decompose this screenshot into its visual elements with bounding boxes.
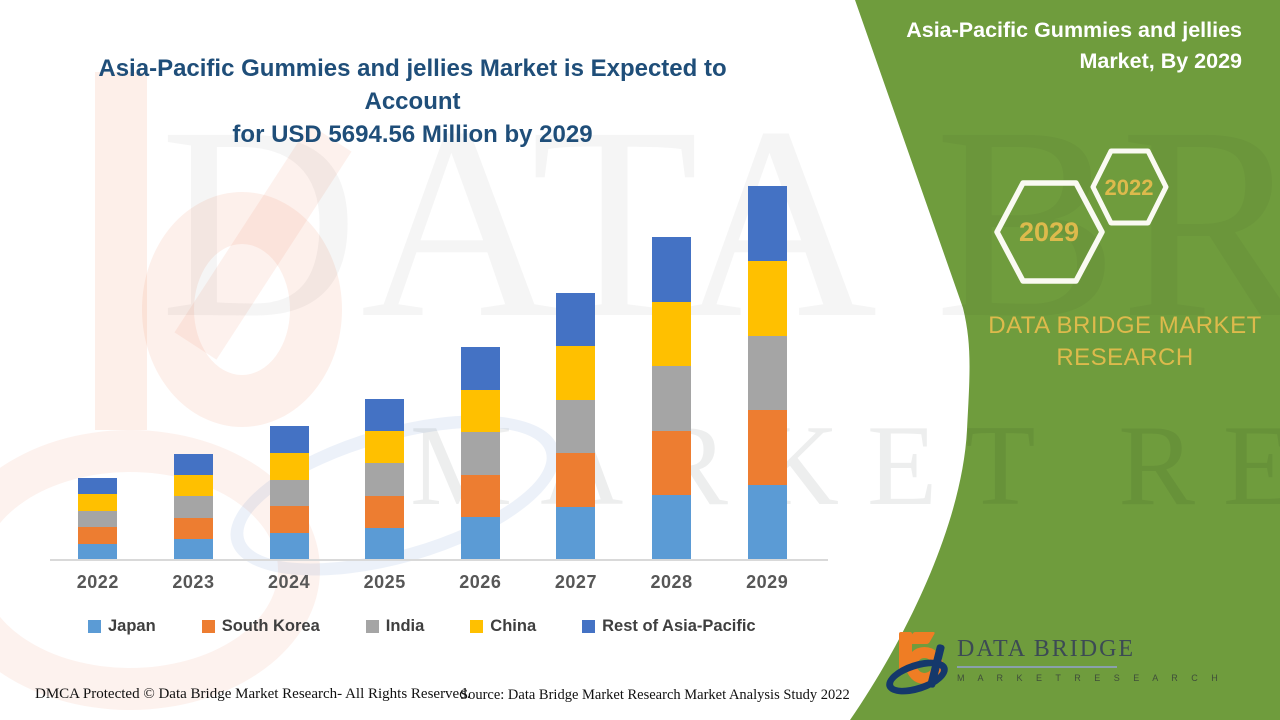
logo-text: DATA BRIDGE M A R K E T R E S E A R C H bbox=[957, 636, 1223, 683]
legend-swatch bbox=[201, 620, 215, 633]
x-axis-label-2028: 2028 bbox=[650, 572, 693, 592]
chart-legend: Japan South Korea India China Rest of Asia-P… bbox=[88, 617, 756, 636]
hexagon-2029-label: 2029 bbox=[1019, 217, 1079, 247]
logo-name: DATA BRIDGE bbox=[957, 636, 1136, 662]
bar-segment-china bbox=[652, 301, 692, 367]
bar-segment-japan bbox=[460, 517, 500, 560]
stacked-bar-chart bbox=[50, 180, 815, 560]
side-panel-title: Asia-Pacific Gummies and jellies Market,… bbox=[860, 15, 1242, 77]
x-axis-labels: 2022 2023 2024 2025 2026 2027 2028 2029 bbox=[50, 572, 815, 593]
x-axis-label-2024: 2024 bbox=[268, 572, 311, 592]
hexagon-2029 bbox=[994, 180, 1105, 284]
legend-label: China bbox=[490, 617, 537, 635]
bar-segment-south-korea bbox=[747, 410, 787, 486]
hexagon-2022 bbox=[1090, 148, 1169, 226]
bar-segment-rest-of-asia-pacific bbox=[78, 478, 118, 495]
x-axis-label-2029: 2029 bbox=[746, 572, 789, 592]
bar-segment-rest-of-asia-pacific bbox=[556, 293, 596, 347]
bar-segment-japan bbox=[173, 538, 213, 560]
source-note: Source: Data Bridge Market Research Mark… bbox=[460, 687, 850, 703]
bar-segment-china bbox=[365, 431, 405, 464]
bar-segment-india bbox=[365, 463, 405, 496]
bar-segment-south-korea bbox=[460, 474, 500, 518]
hexagon-badges: 2029 2022 bbox=[994, 148, 1169, 284]
side-panel-title-line2: Market, By 2029 bbox=[1079, 49, 1242, 73]
x-axis-label-2025: 2025 bbox=[363, 572, 406, 592]
bar-segment-china bbox=[173, 475, 213, 497]
legend-swatch bbox=[88, 620, 101, 633]
x-axis-label-2027: 2027 bbox=[554, 572, 597, 592]
bar-segment-china bbox=[78, 494, 118, 511]
bar-2022 bbox=[50, 478, 146, 560]
brand-line2: RESEARCH bbox=[1056, 344, 1194, 371]
bar-segment-rest-of-asia-pacific bbox=[460, 347, 500, 390]
legend-swatch bbox=[365, 620, 379, 633]
x-axis-label-2026: 2026 bbox=[459, 572, 502, 592]
side-panel-title-line1: Asia-Pacific Gummies and jellies bbox=[906, 18, 1242, 42]
bar-segment-rest-of-asia-pacific bbox=[173, 454, 213, 476]
x-axis-label-2022: 2022 bbox=[76, 572, 119, 592]
bar-segment-south-korea bbox=[652, 430, 692, 496]
bar-segment-china bbox=[747, 260, 787, 336]
bar-2028 bbox=[624, 237, 720, 560]
x-axis-label-2023: 2023 bbox=[172, 572, 215, 592]
bar-segment-japan bbox=[365, 527, 405, 560]
logo-subtitle: M A R K E T R E S E A R C H bbox=[957, 673, 1224, 683]
bar-segment-india bbox=[460, 432, 500, 475]
x-axis-line bbox=[50, 559, 828, 561]
brand-wordmark: DATA BRIDGE MARKET RESEARCH bbox=[960, 310, 1280, 374]
bar-segment-japan bbox=[652, 495, 692, 560]
bar-segment-rest-of-asia-pacific bbox=[365, 399, 405, 432]
legend-item-china: China bbox=[470, 617, 536, 636]
legend-item-japan: Japan bbox=[88, 617, 156, 636]
bar-segment-south-korea bbox=[269, 506, 309, 534]
dmca-notice: DMCA Protected © Data Bridge Market Rese… bbox=[35, 686, 471, 702]
legend-swatch bbox=[582, 620, 596, 633]
bar-2029 bbox=[719, 186, 815, 560]
legend-label: Rest of Asia-Pacific bbox=[602, 617, 756, 635]
bar-2024 bbox=[241, 426, 337, 560]
legend-label: South Korea bbox=[221, 617, 320, 635]
bar-segment-japan bbox=[78, 543, 118, 560]
bar-segment-india bbox=[78, 510, 118, 528]
bar-segment-rest-of-asia-pacific bbox=[747, 186, 787, 261]
bar-segment-rest-of-asia-pacific bbox=[652, 237, 692, 302]
bar-segment-india bbox=[173, 496, 213, 518]
data-bridge-logo: DATA BRIDGE M A R K E T R E S E A R C H bbox=[881, 626, 1218, 706]
bar-segment-japan bbox=[556, 506, 596, 560]
chart-title-line1: Asia-Pacific Gummies and jellies Market … bbox=[98, 55, 727, 115]
bar-2025 bbox=[337, 399, 433, 560]
bar-segment-rest-of-asia-pacific bbox=[269, 426, 309, 453]
bar-segment-china bbox=[556, 346, 596, 400]
legend-item-rest-of-asia-pacific: Rest of Asia-Pacific bbox=[582, 617, 756, 636]
bar-segment-china bbox=[460, 389, 500, 433]
legend-swatch bbox=[470, 620, 484, 633]
bar-segment-india bbox=[269, 479, 309, 507]
bar-segment-south-korea bbox=[78, 527, 118, 544]
logo-b-flag bbox=[906, 632, 936, 644]
brand-line1: DATA BRIDGE MARKET bbox=[988, 312, 1262, 339]
bar-segment-japan bbox=[747, 485, 787, 560]
bar-segment-south-korea bbox=[556, 453, 596, 507]
legend-label: India bbox=[385, 617, 425, 635]
bar-segment-south-korea bbox=[173, 517, 213, 539]
bar-segment-japan bbox=[269, 533, 309, 560]
bar-segment-india bbox=[747, 335, 787, 411]
chart-title-line2: for USD 5694.56 Million by 2029 bbox=[232, 121, 593, 148]
bar-segment-south-korea bbox=[365, 495, 405, 528]
bar-2026 bbox=[433, 347, 529, 560]
bar-segment-china bbox=[269, 452, 309, 480]
bar-segment-india bbox=[652, 366, 692, 431]
legend-label: Japan bbox=[108, 617, 156, 635]
hexagon-2022-label: 2022 bbox=[1105, 175, 1154, 200]
logo-rule bbox=[957, 666, 1117, 668]
bar-2023 bbox=[146, 454, 242, 560]
bar-2027 bbox=[528, 293, 624, 560]
chart-title: Asia-Pacific Gummies and jellies Market … bbox=[55, 52, 770, 151]
legend-item-south-korea: South Korea bbox=[201, 617, 320, 636]
legend-item-india: India bbox=[365, 617, 425, 636]
bar-segment-india bbox=[556, 399, 596, 454]
